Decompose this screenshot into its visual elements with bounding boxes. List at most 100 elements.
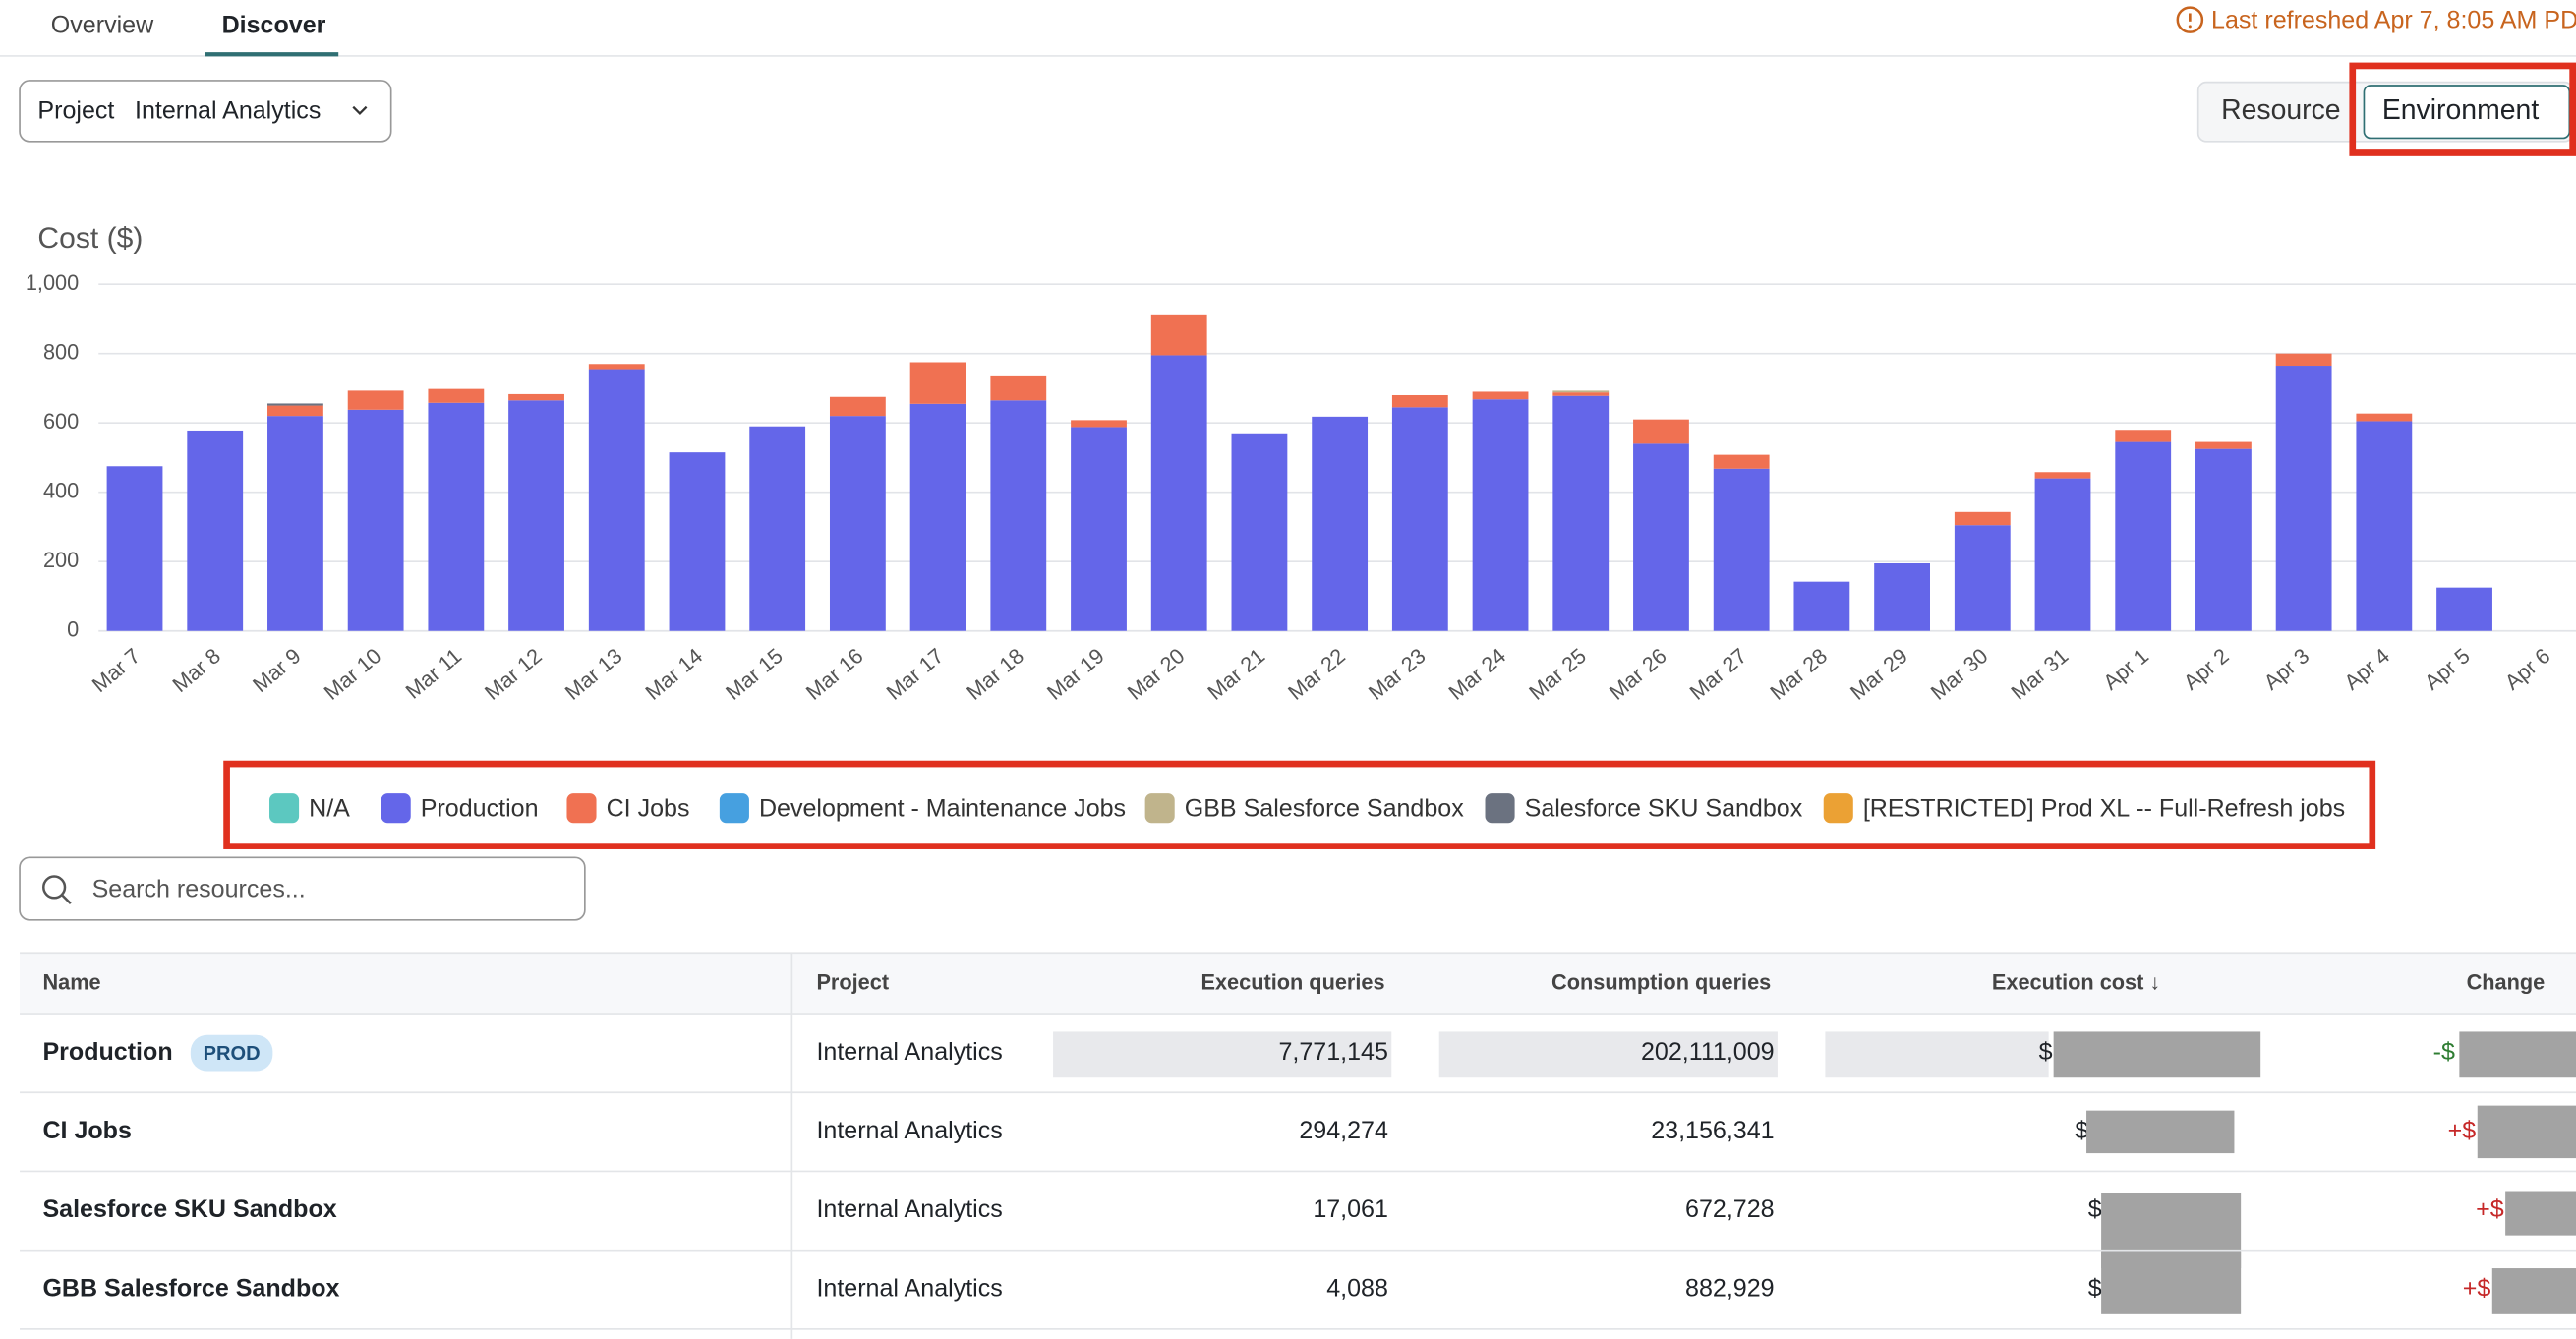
x-tick-label: Mar 28 — [1765, 643, 1832, 705]
bar-segment — [2276, 354, 2332, 366]
column-header[interactable]: Execution cost ↓ — [1992, 970, 2160, 995]
column-header[interactable]: Name — [42, 970, 100, 995]
y-tick-label: 400 — [43, 478, 79, 502]
bar-segment — [2356, 421, 2412, 630]
execution-cost: $ — [2088, 1195, 2102, 1223]
bar-segment — [1955, 525, 2011, 631]
legend-label[interactable]: Development - Maintenance Jobs — [759, 794, 1126, 822]
column-header[interactable]: Change — [2467, 970, 2546, 995]
legend-swatch — [269, 793, 299, 823]
legend-label[interactable]: GBB Salesforce Sandbox — [1185, 794, 1465, 822]
x-tick-label: Mar 26 — [1605, 643, 1671, 705]
bar-segment — [749, 427, 805, 631]
bar-segment — [830, 397, 886, 416]
column-header[interactable]: Execution queries — [1200, 970, 1384, 995]
x-tick-label: Mar 16 — [801, 643, 868, 705]
bar-segment — [1552, 392, 1609, 396]
y-tick-label: 200 — [43, 548, 79, 572]
search-placeholder: Search resources... — [92, 875, 306, 902]
row-name[interactable]: CI Jobs — [42, 1117, 131, 1144]
badge-label: PROD — [204, 1043, 261, 1065]
execution-queries: 294,274 — [1299, 1117, 1388, 1144]
row-name[interactable]: Salesforce SKU Sandbox — [42, 1195, 336, 1223]
x-tick-label: Mar 21 — [1202, 643, 1269, 705]
legend-label[interactable]: [RESTRICTED] Prod XL -- Full-Refresh job… — [1863, 794, 2345, 822]
consumption-queries: 672,728 — [1685, 1195, 1775, 1223]
x-tick-label: Apr 4 — [2339, 643, 2394, 695]
legend-label[interactable]: Production — [421, 794, 539, 822]
x-tick-label: Mar 12 — [480, 643, 547, 705]
legend-swatch — [381, 793, 411, 823]
bar-segment — [267, 403, 323, 405]
legend-swatch — [1486, 793, 1515, 823]
execution-queries: 17,061 — [1313, 1195, 1388, 1223]
bar-segment — [2035, 472, 2091, 478]
change: +$ — [2476, 1195, 2504, 1223]
x-tick-label: Mar 11 — [400, 643, 466, 704]
bar-segment — [2195, 449, 2252, 631]
x-tick-label: Mar 13 — [560, 643, 627, 705]
project-cell: Internal Analytics — [816, 1117, 1002, 1144]
bar-segment — [428, 389, 484, 403]
bar-segment — [1552, 390, 1609, 392]
x-tick-label: Mar 10 — [320, 643, 386, 705]
redacted — [2086, 1111, 2234, 1153]
x-tick-label: Mar 18 — [962, 643, 1028, 705]
bar-segment — [1392, 395, 1448, 407]
redacted — [2101, 1252, 2241, 1313]
bar-segment — [267, 406, 323, 417]
column-header[interactable]: Project — [816, 970, 889, 995]
y-tick-label: 800 — [43, 339, 79, 364]
consumption-queries: 202,111,009 — [1641, 1038, 1775, 1066]
bar-segment — [2115, 442, 2171, 631]
bar-segment — [1874, 563, 1930, 631]
row-name[interactable]: GBB Salesforce Sandbox — [42, 1274, 339, 1302]
legend-label[interactable]: Salesforce SKU Sandbox — [1525, 794, 1803, 822]
bar-segment — [267, 416, 323, 631]
x-tick-label: Mar 27 — [1685, 643, 1752, 705]
x-tick-label: Mar 25 — [1524, 643, 1591, 705]
project-label: Project — [37, 96, 114, 124]
bar-segment — [187, 431, 243, 631]
toggle-button[interactable]: Resource — [2221, 94, 2341, 126]
x-tick-label: Mar 29 — [1845, 643, 1912, 705]
bar-segment — [670, 452, 726, 631]
x-tick-label: Mar 17 — [881, 643, 948, 705]
x-tick-label: Mar 7 — [88, 643, 146, 697]
bar-segment — [910, 404, 966, 631]
bar-segment — [830, 416, 886, 631]
column-header[interactable]: Consumption queries — [1551, 970, 1771, 995]
bar-segment — [1473, 391, 1529, 399]
y-axis-title: Cost ($) — [37, 222, 143, 255]
bar-segment — [1071, 420, 1127, 427]
x-tick-label: Mar 31 — [2006, 643, 2073, 705]
x-tick-label: Mar 30 — [1926, 643, 1993, 705]
tab-active[interactable]: Discover — [222, 11, 326, 38]
toggle-label: Environment — [2382, 94, 2539, 126]
row-name[interactable]: Production — [42, 1038, 172, 1066]
project-value: Internal Analytics — [135, 96, 321, 124]
execution-queries: 4,088 — [1326, 1274, 1388, 1302]
legend-label[interactable]: N/A — [309, 794, 350, 822]
bar-segment — [508, 400, 564, 630]
bar-segment — [1793, 582, 1849, 631]
x-tick-label: Mar 15 — [721, 643, 788, 705]
x-tick-label: Mar 14 — [640, 643, 707, 705]
execution-cost: $ — [2088, 1274, 2102, 1302]
bar-segment — [1633, 420, 1689, 444]
change: +$ — [2448, 1117, 2477, 1144]
x-tick-label: Apr 3 — [2259, 643, 2314, 695]
legend-swatch — [720, 793, 749, 823]
bar-segment — [2195, 442, 2252, 449]
refresh-status: Last refreshed Apr 7, 8:05 AM PD — [2211, 6, 2576, 33]
bar-segment — [107, 466, 163, 630]
legend-swatch — [1145, 793, 1175, 823]
bar-segment — [990, 376, 1046, 400]
tab[interactable]: Overview — [51, 11, 154, 38]
redacted — [2505, 1192, 2576, 1236]
table: Name Project Execution queries Consumption … — [20, 970, 2576, 1329]
legend: N/A Production CI Jobs Development - Mainte… — [269, 793, 2345, 823]
bar-segment — [589, 370, 645, 631]
legend-label[interactable]: CI Jobs — [607, 794, 690, 822]
